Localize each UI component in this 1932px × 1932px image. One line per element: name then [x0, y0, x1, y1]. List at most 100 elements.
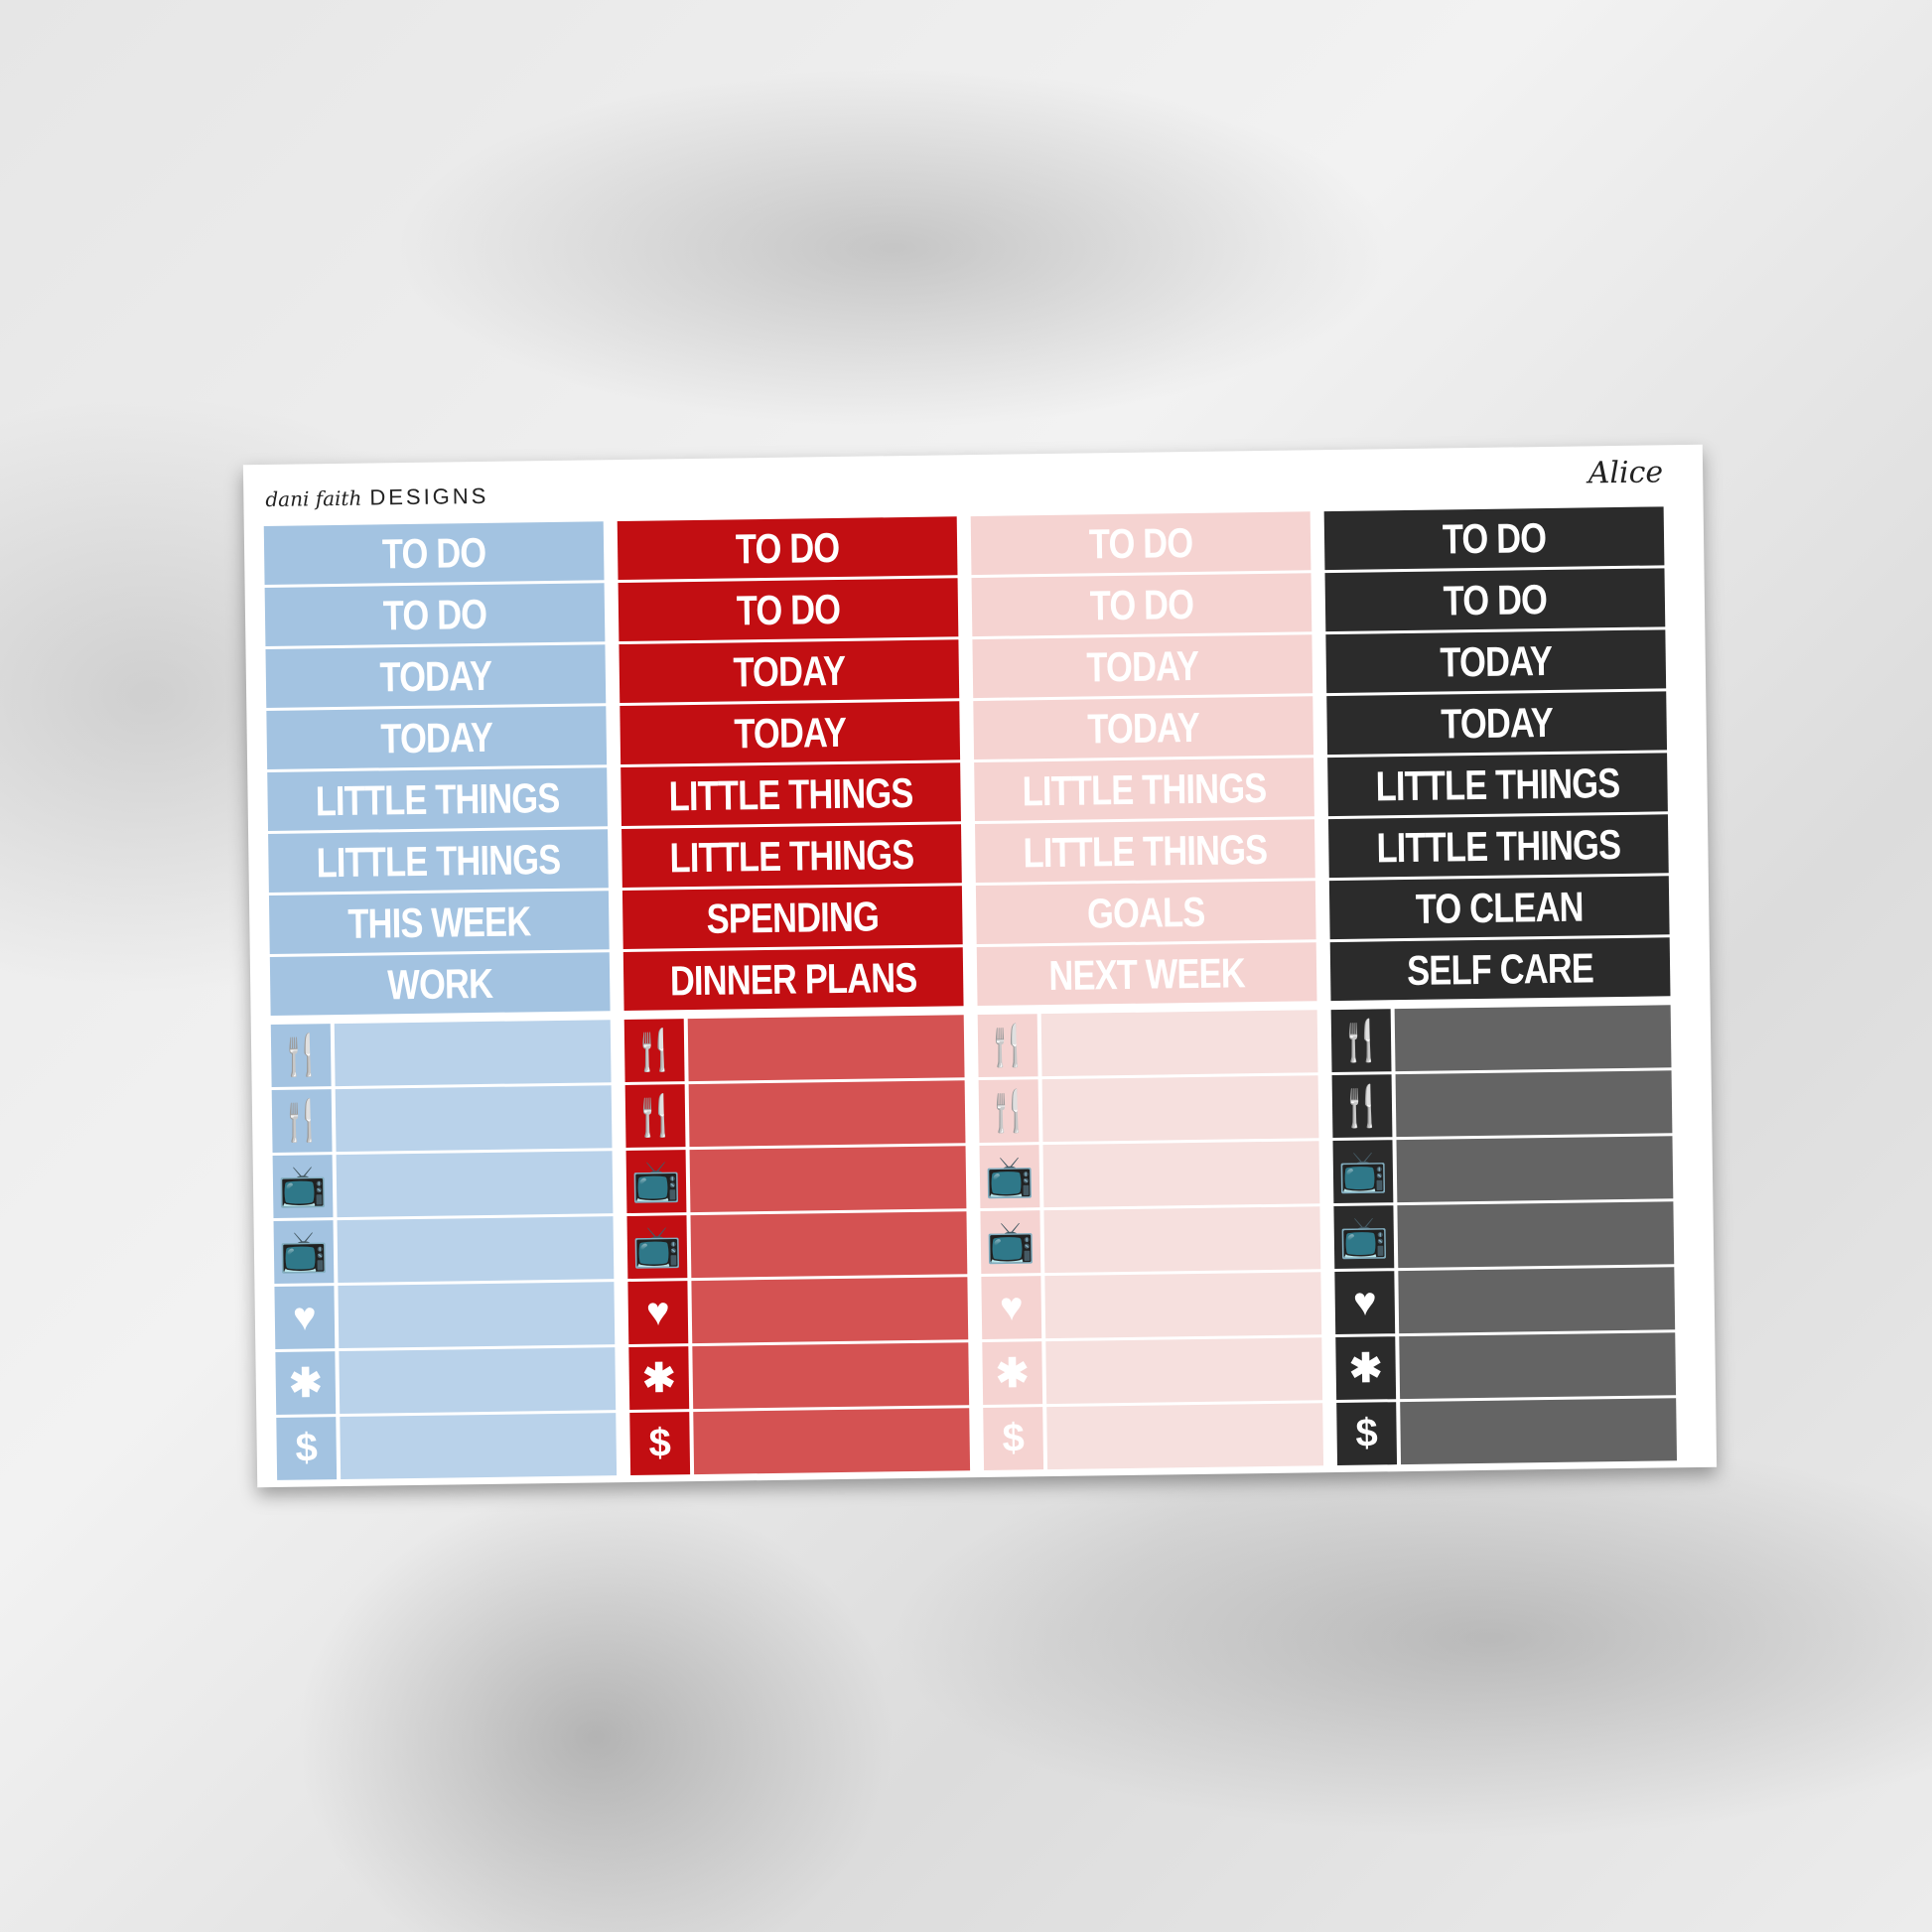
icon-box-sticker: ♥	[274, 1282, 616, 1349]
tv-icon: 📺	[273, 1220, 335, 1284]
header-sticker: TO DO	[263, 521, 605, 588]
header-sticker: GOALS	[975, 881, 1316, 947]
header-sticker: SELF CARE	[1329, 937, 1671, 1004]
header-sticker-label: TODAY	[733, 646, 846, 695]
writing-area	[692, 1342, 970, 1410]
writing-area	[1400, 1398, 1678, 1465]
writing-area	[1396, 1136, 1674, 1203]
writing-area	[1398, 1267, 1676, 1334]
icon-box-sticker: 📺	[979, 1141, 1320, 1209]
header-sticker: THIS WEEK	[268, 891, 610, 957]
writing-area	[690, 1211, 968, 1279]
header-sticker: WORK	[269, 952, 611, 1019]
icon-box-sticker: 🍴	[271, 1085, 613, 1153]
header-sticker-label: TODAY	[380, 713, 493, 761]
header-sticker: LITTLE THINGS	[1327, 814, 1669, 881]
writing-area	[1040, 1010, 1318, 1077]
header-sticker: TODAY	[619, 639, 960, 706]
icon-box-sticker: ✱	[628, 1342, 970, 1410]
header-sticker: LITTLE THINGS	[268, 829, 609, 896]
header-sticker: LITTLE THINGS	[975, 819, 1315, 886]
sticker-column: TO DO TO DO TODAY TODAY LITTLE THINGS LITTLE …	[970, 511, 1324, 1473]
icon-box-sticker: 🍴	[1330, 1005, 1672, 1073]
fork-knife-icon: 🍴	[1330, 1009, 1392, 1073]
header-sticker-label: TO DO	[1088, 518, 1193, 567]
header-sticker: LITTLE THINGS	[621, 762, 961, 829]
icon-box-sticker: 📺	[626, 1211, 968, 1279]
header-sticker: TO CLEAN	[1328, 876, 1670, 942]
header-sticker-label: SELF CARE	[1406, 943, 1594, 994]
sticker-columns: TO DO TO DO TODAY TODAY LITTLE THINGS LITTLE …	[263, 506, 1678, 1483]
fork-knife-icon: 🍴	[1331, 1074, 1393, 1139]
heart-icon: ♥	[1334, 1271, 1396, 1335]
icon-box-sticker: $	[629, 1408, 971, 1475]
icon-box-sticker: 📺	[625, 1146, 967, 1213]
icon-box-sticker: 🍴	[624, 1080, 966, 1148]
fork-knife-icon: 🍴	[271, 1089, 333, 1153]
icon-box-sticker: 📺	[980, 1206, 1321, 1275]
writing-area	[1044, 1272, 1322, 1339]
header-sticker-label: TODAY	[1087, 703, 1200, 752]
header-sticker-label: LITTLE THINGS	[1022, 763, 1267, 814]
header-sticker: TO DO	[617, 516, 958, 583]
writing-area	[338, 1282, 616, 1349]
writing-area	[1399, 1332, 1677, 1400]
header-sticker-label: LITTLE THINGS	[1375, 759, 1620, 809]
header-sticker-label: NEXT WEEK	[1048, 948, 1246, 999]
icon-box-sticker: ♥	[1334, 1267, 1676, 1335]
header-sticker-label: LITTLE THINGS	[315, 773, 560, 824]
icon-box-sticker: 📺	[272, 1151, 614, 1218]
header-sticker-label: TO DO	[736, 585, 841, 633]
header-sticker-label: LITTLE THINGS	[1023, 825, 1268, 876]
header-sticker-label: LITTLE THINGS	[1376, 820, 1621, 871]
fork-knife-icon: 🍴	[270, 1024, 332, 1087]
tv-icon: 📺	[625, 1150, 687, 1213]
header-sticker: NEXT WEEK	[976, 942, 1317, 1009]
writing-area	[687, 1015, 965, 1082]
icon-box-sticker: ♥	[627, 1277, 969, 1344]
brand-word: DESIGNS	[369, 483, 489, 510]
header-sticker-label: TO DO	[735, 523, 840, 572]
fork-knife-icon: 🍴	[623, 1019, 685, 1083]
header-sticker: TODAY	[1326, 691, 1668, 758]
header-sticker-label: LITTLE THINGS	[316, 835, 561, 886]
writing-area	[1043, 1206, 1321, 1274]
header-sticker: TODAY	[266, 706, 608, 772]
header-sticker: TODAY	[620, 701, 961, 767]
asterisk-icon: ✱	[275, 1351, 337, 1415]
kit-name: Alice	[1587, 455, 1664, 491]
sticker-column: TO DO TO DO TODAY TODAY LITTLE THINGS LITTLE …	[263, 521, 618, 1483]
icon-box-sticker: ✱	[275, 1347, 617, 1415]
header-sticker: TO DO	[1324, 568, 1666, 634]
writing-area	[339, 1347, 617, 1415]
icon-box-sticker: 🍴	[270, 1020, 612, 1087]
asterisk-icon: ✱	[1335, 1336, 1397, 1401]
writing-area	[334, 1020, 612, 1087]
icon-box-sticker: $	[276, 1413, 618, 1480]
header-sticker-label: GOALS	[1086, 888, 1205, 936]
icon-box-sticker: 🍴	[978, 1075, 1319, 1144]
writing-area	[1395, 1070, 1673, 1138]
writing-area	[337, 1216, 615, 1284]
writing-area	[693, 1408, 971, 1475]
header-sticker-label: TO CLEAN	[1415, 883, 1584, 932]
header-sticker-label: WORK	[386, 959, 493, 1008]
heart-icon: ♥	[627, 1281, 689, 1344]
tv-icon: 📺	[979, 1145, 1040, 1209]
icon-box-sticker: 🍴	[1331, 1070, 1673, 1139]
heart-icon: ♥	[981, 1276, 1042, 1340]
dollar-icon: $	[629, 1412, 691, 1475]
header-sticker-label: TO DO	[1443, 575, 1548, 623]
header-sticker: TO DO	[618, 578, 959, 644]
writing-area	[336, 1151, 614, 1218]
icon-box-sticker: 📺	[1333, 1201, 1675, 1270]
icon-box-sticker: 🍴	[977, 1010, 1318, 1078]
header-sticker: TODAY	[265, 644, 607, 711]
writing-area	[1041, 1075, 1319, 1143]
header-sticker: SPENDING	[621, 886, 963, 952]
dollar-icon: $	[983, 1407, 1044, 1470]
icon-box-sticker: ♥	[981, 1272, 1322, 1340]
icon-box-sticker: 🍴	[623, 1015, 965, 1083]
brand-logo: dani faith DESIGNS	[265, 483, 488, 512]
icon-box-sticker: ✱	[1335, 1332, 1677, 1401]
